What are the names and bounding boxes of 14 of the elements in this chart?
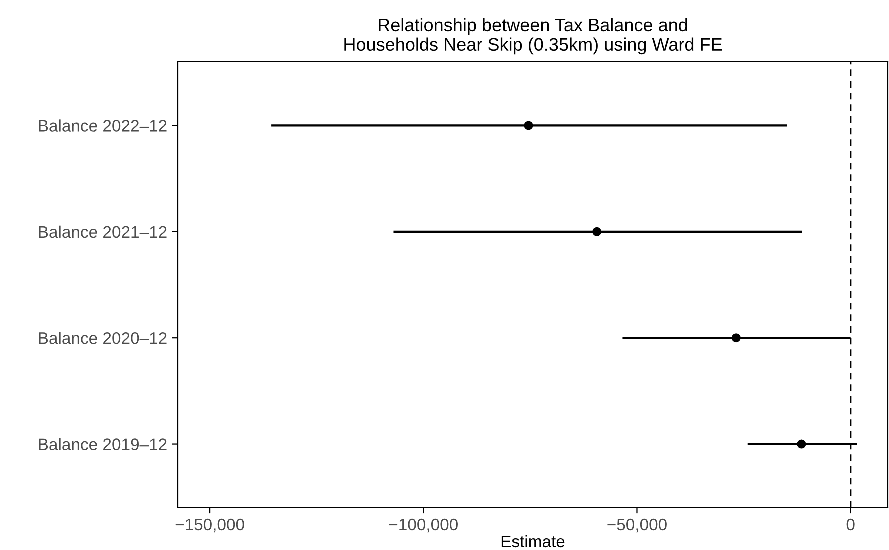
point xyxy=(797,440,806,449)
x-axis-title: Estimate xyxy=(502,535,565,548)
y-tick-label: Balance 2022–12 xyxy=(39,120,167,132)
point xyxy=(732,334,741,343)
x-tick-label: −150,000 xyxy=(176,518,244,533)
point xyxy=(592,227,602,236)
y-tick-label: Balance 2021–12 xyxy=(39,226,167,238)
y-tick-label: Balance 2019–12 xyxy=(39,438,167,450)
chart-title: Relationship between Tax Balance and Households Near Skip (0.35km) using Ward FE xyxy=(344,18,722,55)
y-tick-label: Balance 2020–12 xyxy=(39,332,167,344)
x-tick-label: 0 xyxy=(846,518,855,531)
x-tick-label: −50,000 xyxy=(608,518,667,533)
point xyxy=(524,121,534,130)
x-tick-label: −100,000 xyxy=(389,518,458,533)
